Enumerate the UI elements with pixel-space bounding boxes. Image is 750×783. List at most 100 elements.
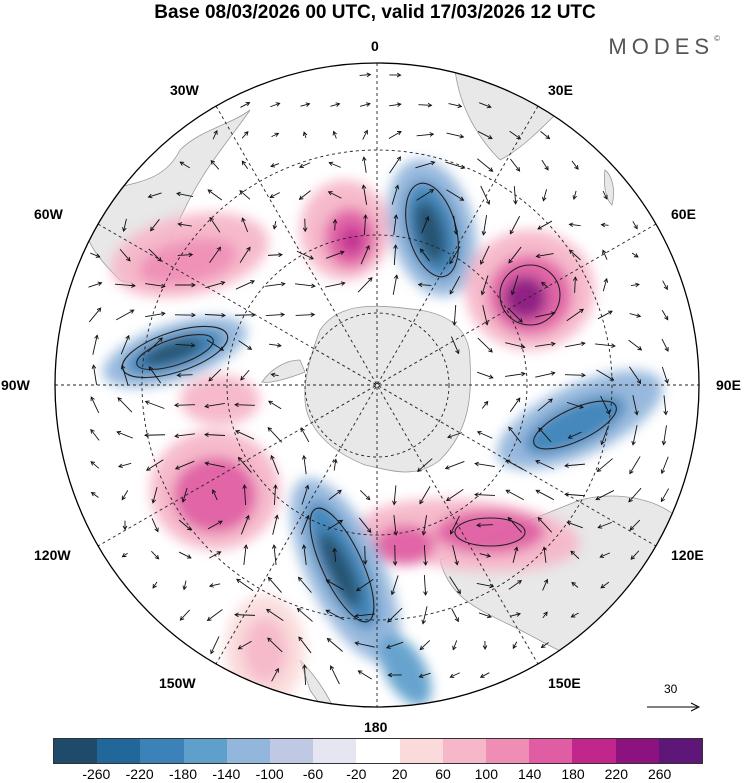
wind-vector <box>328 191 342 199</box>
wind-vector <box>121 365 129 385</box>
colorbar <box>53 738 703 764</box>
wind-vector <box>566 401 584 409</box>
wind-vector-head <box>207 189 213 194</box>
wind-vector-head <box>242 484 247 489</box>
wind-vector <box>601 425 609 445</box>
wind-vector <box>564 374 586 376</box>
wind-vector <box>479 553 491 557</box>
wind-vector <box>510 158 520 172</box>
wind-vector-head <box>392 500 397 506</box>
wind-vector-head <box>483 400 489 406</box>
wind-vector <box>476 583 494 587</box>
wind-vector-head <box>453 230 459 236</box>
wind-vector-head <box>488 348 493 353</box>
lon-label-120e: 120E <box>671 547 704 563</box>
wind-vector-head <box>210 160 216 165</box>
wind-vector <box>628 339 642 351</box>
wind-vector-head <box>191 312 196 318</box>
wind-vector <box>596 369 614 381</box>
wind-vector-head <box>160 283 166 289</box>
wind-vector-head <box>571 581 576 587</box>
colorbar-swatch <box>140 739 184 763</box>
wind-vector-head <box>300 427 305 433</box>
wind-vector <box>422 515 428 535</box>
wind-vector <box>477 337 493 353</box>
wind-vector <box>209 246 221 264</box>
wind-vector <box>178 519 192 531</box>
wind-vector-head <box>602 249 607 255</box>
wind-vector-head <box>277 343 282 348</box>
wind-vector-head <box>574 165 579 170</box>
wind-vector-head <box>603 277 609 283</box>
wind-vector <box>208 368 222 382</box>
wind-vector <box>177 254 193 256</box>
wind-vector-head <box>274 132 280 137</box>
wind-vector-head <box>298 636 303 642</box>
colorbar-swatch <box>270 739 314 763</box>
wind-vector <box>299 190 311 200</box>
wind-vector-head <box>457 103 463 109</box>
wind-vector-head <box>564 492 569 497</box>
wind-vector-head <box>520 344 526 349</box>
wind-vector <box>333 548 337 562</box>
wind-vector-head <box>129 309 135 314</box>
wind-vector-head <box>275 102 281 107</box>
modes-logo: MODES© <box>608 34 720 60</box>
colorbar-swatch <box>529 739 573 763</box>
wind-vector-head <box>147 193 153 199</box>
wind-vector-head <box>505 459 511 464</box>
wind-vector <box>209 583 221 587</box>
colorbar-tick-label: -220 <box>125 766 154 782</box>
wind-vector <box>661 338 669 352</box>
wind-vector <box>450 672 460 678</box>
wind-vector-head <box>122 525 128 531</box>
wind-vector-head <box>310 312 316 318</box>
wind-vector-head <box>337 489 342 495</box>
wind-vector-head <box>516 612 521 617</box>
brand-text: MODES <box>608 34 715 59</box>
wind-vector-head <box>537 516 543 522</box>
wind-vector <box>416 189 434 201</box>
wind-vector <box>478 612 492 618</box>
wind-vector <box>512 547 518 563</box>
wind-vector-head <box>357 670 363 675</box>
wind-vector-head <box>663 285 668 291</box>
wind-vector-head <box>508 426 513 432</box>
wind-vector-head <box>332 218 338 224</box>
wind-vector <box>145 401 165 409</box>
wind-vector <box>416 133 434 137</box>
wind-vector <box>238 457 252 473</box>
wind-vector-head <box>570 613 576 618</box>
wind-vector <box>599 552 611 558</box>
brand-mark: © <box>714 34 720 43</box>
wind-vector <box>206 339 224 351</box>
wind-vector-head <box>572 276 578 281</box>
wind-vector-head <box>393 274 399 280</box>
wind-vector-head <box>270 454 275 460</box>
wind-vector <box>536 253 554 257</box>
wind-vector-head <box>664 315 669 321</box>
wind-vector <box>204 314 226 316</box>
wind-vector <box>364 546 366 564</box>
wind-vector-head <box>125 334 130 340</box>
wind-vector <box>88 282 102 288</box>
wind-vector <box>542 611 548 619</box>
wind-vector <box>480 245 490 265</box>
lon-label-60w: 60W <box>34 206 63 222</box>
wind-vector <box>176 192 194 198</box>
reference-vector-arrow <box>647 702 701 712</box>
wind-vector-head <box>272 224 278 230</box>
wind-vector-head <box>447 434 452 439</box>
wind-vector-head <box>117 463 123 469</box>
wind-vector-head <box>241 160 247 166</box>
wind-vector <box>418 284 432 286</box>
wind-vector-head <box>487 134 493 140</box>
wind-vector <box>632 221 638 229</box>
colorbar-swatch <box>226 739 271 763</box>
colorbar-swatch <box>356 739 400 763</box>
wind-vector <box>326 579 344 591</box>
wind-vector-head <box>269 193 275 199</box>
wind-vector <box>595 343 615 347</box>
wind-vector <box>509 130 521 140</box>
colorbar-tick-label: 180 <box>561 766 585 782</box>
